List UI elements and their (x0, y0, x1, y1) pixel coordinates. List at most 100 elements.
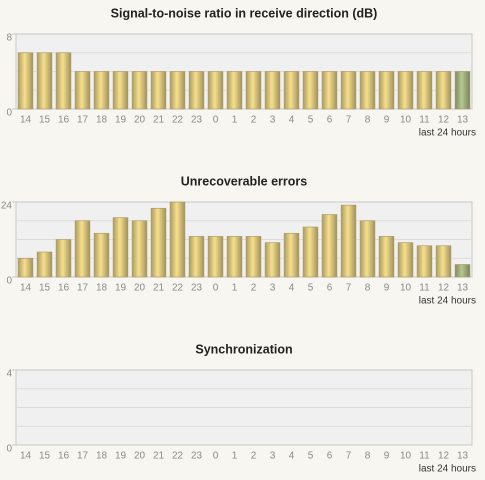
y-tick-label: 24 (1, 201, 13, 212)
bar (188, 236, 205, 278)
x-tick-label: 12 (438, 451, 450, 462)
x-tick-label: 1 (232, 115, 238, 126)
x-tick-label: 17 (77, 283, 89, 294)
x-tick-label: 7 (346, 451, 352, 462)
bar (74, 71, 91, 110)
x-tick-label: 15 (39, 115, 51, 126)
y-tick-label: 0 (6, 276, 12, 287)
bar (207, 71, 224, 110)
bar (359, 71, 376, 110)
bar (150, 207, 167, 278)
x-tick-label: 8 (365, 283, 371, 294)
y-tick-label: 8 (6, 33, 12, 44)
x-tick-label: 6 (327, 115, 333, 126)
bar (245, 71, 262, 110)
bar (359, 220, 376, 278)
x-tick-label: 17 (77, 115, 89, 126)
y-tick-label: 4 (6, 369, 12, 380)
x-tick-label: 18 (96, 283, 108, 294)
x-tick-label: 20 (134, 451, 146, 462)
x-tick-label: 9 (384, 115, 390, 126)
x-tick-label: 8 (365, 451, 371, 462)
x-tick-label: 12 (438, 283, 450, 294)
x-axis-label: last 24 hours (419, 296, 476, 307)
x-tick-label: 12 (438, 115, 450, 126)
x-tick-label: 14 (20, 451, 32, 462)
bar (302, 71, 319, 110)
x-tick-label: 11 (419, 115, 430, 126)
x-tick-label: 15 (39, 283, 51, 294)
bar (416, 245, 433, 278)
bar (340, 204, 357, 278)
bar (93, 71, 110, 110)
bar (169, 71, 186, 110)
x-tick-label: 4 (289, 115, 295, 126)
x-tick-label: 11 (419, 283, 430, 294)
x-tick-label: 18 (96, 115, 108, 126)
bar (264, 71, 281, 110)
bar (454, 71, 471, 110)
bar (36, 52, 53, 110)
chart-title: Unrecoverable errors (181, 174, 308, 188)
x-tick-label: 13 (457, 283, 469, 294)
bar (131, 220, 148, 278)
x-tick-label: 7 (346, 115, 352, 126)
bar (131, 71, 148, 110)
bar (378, 236, 395, 278)
x-tick-label: 8 (365, 115, 371, 126)
x-tick-label: 2 (251, 115, 257, 126)
bar (435, 245, 452, 278)
bar (245, 236, 262, 278)
bar (169, 201, 186, 278)
bar (226, 236, 243, 278)
y-tick-label: 0 (6, 108, 12, 119)
bar (416, 71, 433, 110)
x-tick-label: 9 (384, 283, 390, 294)
x-tick-label: 16 (58, 451, 70, 462)
x-tick-label: 6 (327, 283, 333, 294)
x-tick-label: 5 (308, 115, 314, 126)
bar (150, 71, 167, 110)
x-tick-label: 10 (400, 451, 412, 462)
bar (112, 217, 129, 278)
x-tick-label: 13 (457, 451, 469, 462)
bar (321, 214, 338, 278)
x-tick-label: 20 (134, 283, 146, 294)
x-axis-label: last 24 hours (419, 128, 476, 139)
x-tick-label: 0 (213, 115, 219, 126)
bar (74, 220, 91, 278)
x-tick-label: 23 (191, 115, 203, 126)
x-tick-label: 21 (153, 283, 165, 294)
x-tick-label: 4 (289, 451, 295, 462)
chart-title: Signal-to-noise ratio in receive directi… (111, 6, 378, 20)
x-tick-label: 3 (270, 115, 276, 126)
bar (283, 71, 300, 110)
bar (397, 71, 414, 110)
x-tick-label: 13 (457, 115, 469, 126)
y-tick-label: 0 (6, 444, 12, 455)
x-tick-label: 21 (153, 115, 165, 126)
bar (283, 232, 300, 278)
bar (55, 52, 72, 110)
bar (36, 251, 53, 278)
x-tick-label: 15 (39, 451, 51, 462)
x-tick-label: 10 (400, 283, 412, 294)
x-tick-label: 2 (251, 451, 257, 462)
chart-title: Synchronization (195, 342, 292, 356)
x-tick-label: 22 (172, 451, 184, 462)
bar (226, 71, 243, 110)
x-tick-label: 7 (346, 283, 352, 294)
x-tick-label: 11 (419, 451, 430, 462)
x-tick-label: 1 (232, 451, 238, 462)
bar (93, 232, 110, 278)
x-tick-label: 3 (270, 283, 276, 294)
x-tick-label: 14 (20, 115, 32, 126)
x-tick-label: 17 (77, 451, 89, 462)
bar (454, 264, 471, 278)
bar (207, 236, 224, 278)
x-tick-label: 20 (134, 115, 146, 126)
x-tick-label: 16 (58, 115, 70, 126)
bar (55, 239, 72, 278)
bar (264, 242, 281, 278)
x-tick-label: 0 (213, 283, 219, 294)
